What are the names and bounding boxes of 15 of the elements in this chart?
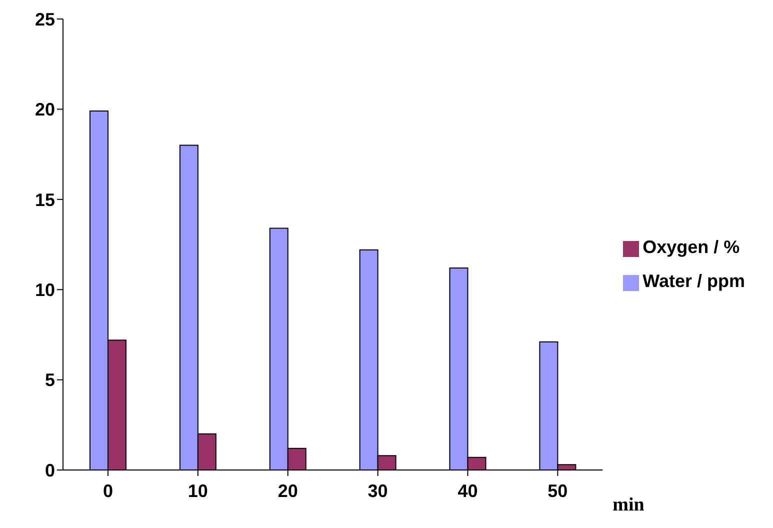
y-tick-label: 10 [34, 280, 55, 300]
x-tick-label: 50 [548, 480, 568, 501]
x-tick-label: 0 [102, 480, 113, 501]
y-tick-label: 20 [34, 100, 55, 120]
x-tick-label: 20 [278, 480, 298, 501]
legend-label: Water / ppm [642, 271, 745, 291]
x-tick-label: 10 [188, 480, 208, 501]
y-tick-label: 25 [34, 9, 55, 30]
y-tick-label: 0 [44, 460, 55, 480]
legend-label: Oxygen / % [642, 237, 740, 257]
y-tick-label: 15 [34, 190, 55, 210]
y-tick-label: 5 [44, 370, 55, 390]
x-axis-title: min [612, 494, 645, 516]
x-tick-label: 40 [458, 480, 478, 501]
x-tick-label: 30 [368, 480, 388, 501]
